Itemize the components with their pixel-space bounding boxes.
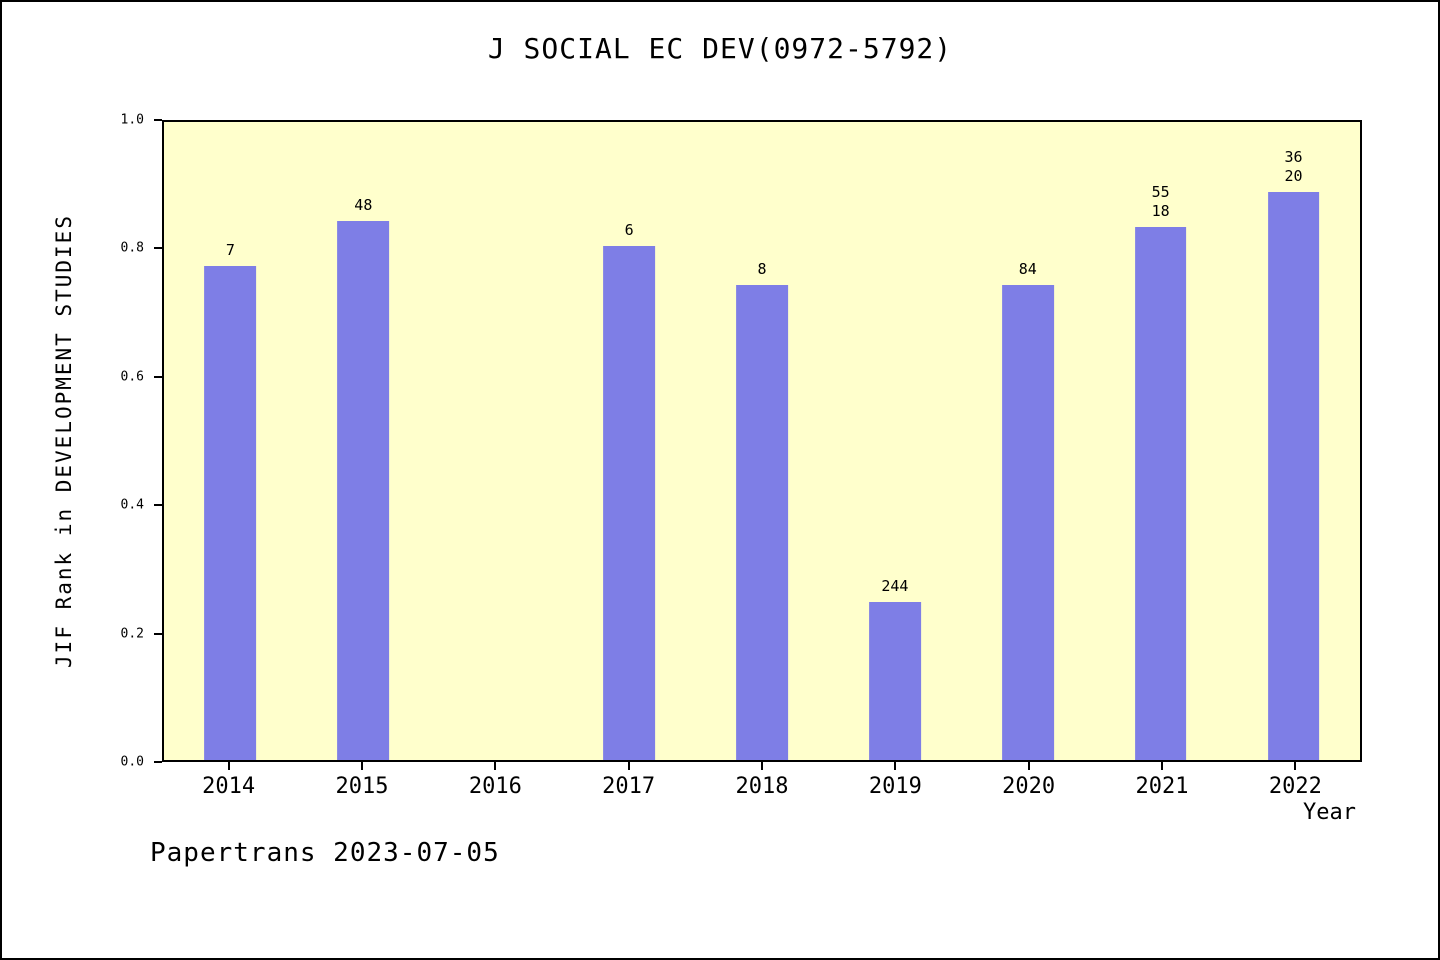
y-tick-mark-1.0	[154, 119, 162, 121]
footer-watermark: Papertrans 2023-07-05	[150, 838, 500, 868]
x-tick-label-2016: 2016	[468, 774, 522, 799]
y-tick-mark-0.4	[154, 504, 162, 507]
bar-2019	[868, 601, 921, 760]
x-tick-mark-2021	[1161, 762, 1163, 770]
y-tick-label-0.0: 0.0	[120, 754, 144, 770]
x-tick-mark-2014	[227, 762, 230, 770]
x-tick-label-2021: 2021	[1135, 774, 1189, 799]
x-tick-mark-2022	[1294, 762, 1297, 770]
x-tick-mark-2017	[627, 762, 630, 770]
x-tick-mark-2020	[1027, 762, 1030, 770]
x-tick-label-2022: 2022	[1268, 774, 1322, 799]
x-tick-label-2020: 2020	[1002, 774, 1056, 799]
bar-2018	[736, 284, 788, 760]
bar-value-label-2018: 8	[757, 259, 767, 278]
bar-2020	[1001, 284, 1054, 760]
y-tick-label-1.0: 1.0	[120, 112, 144, 128]
bar-2015	[337, 220, 390, 760]
x-tick-mark-2019	[894, 762, 897, 770]
bar-value-label-2021: 55 18	[1151, 183, 1170, 221]
x-tick-label-2017: 2017	[602, 774, 656, 799]
y-tick-label-0.2: 0.2	[120, 626, 144, 642]
bar-2021	[1134, 227, 1187, 760]
x-tick-mark-2018	[761, 762, 763, 770]
y-tick-label-0.8: 0.8	[120, 240, 144, 256]
y-tick-mark-0.2	[154, 632, 162, 635]
bar-2017	[603, 246, 655, 760]
plot-area: 7 48 6 8 244 84 55 18 36 20	[162, 120, 1362, 762]
x-tick-label-2018: 2018	[735, 774, 789, 799]
bar-value-label-2015: 48	[354, 195, 373, 214]
x-axis-label: Year	[1303, 800, 1356, 825]
y-tick-mark-0.8	[154, 247, 162, 250]
x-tick-mark-2016	[494, 762, 497, 770]
chart-title: J SOCIAL EC DEV(0972-5792)	[487, 32, 953, 65]
y-tick-label-0.4: 0.4	[120, 497, 144, 513]
x-tick-mark-2015	[361, 762, 363, 770]
y-axis: 0.0 0.2 0.4 0.6 0.8 1.0	[2, 113, 162, 770]
x-axis: 2014 2015 2016 2017 2018 2019 2020 2021 2022	[162, 762, 1362, 822]
bar-value-label-2019: 244	[881, 576, 909, 595]
y-tick-mark-0.0	[154, 761, 162, 763]
x-tick-label-2019: 2019	[868, 774, 922, 799]
bar-value-label-2014: 7	[225, 240, 235, 259]
x-tick-label-2015: 2015	[335, 774, 389, 799]
x-tick-label-2014: 2014	[202, 774, 256, 799]
bar-2014	[204, 265, 257, 760]
y-tick-label-0.6: 0.6	[120, 369, 144, 385]
bar-2022	[1267, 192, 1320, 760]
bar-value-label-2020: 84	[1018, 259, 1037, 278]
bar-value-label-2017: 6	[624, 221, 634, 240]
bar-value-label-2022: 36 20	[1284, 148, 1303, 186]
y-tick-mark-0.6	[154, 375, 162, 378]
